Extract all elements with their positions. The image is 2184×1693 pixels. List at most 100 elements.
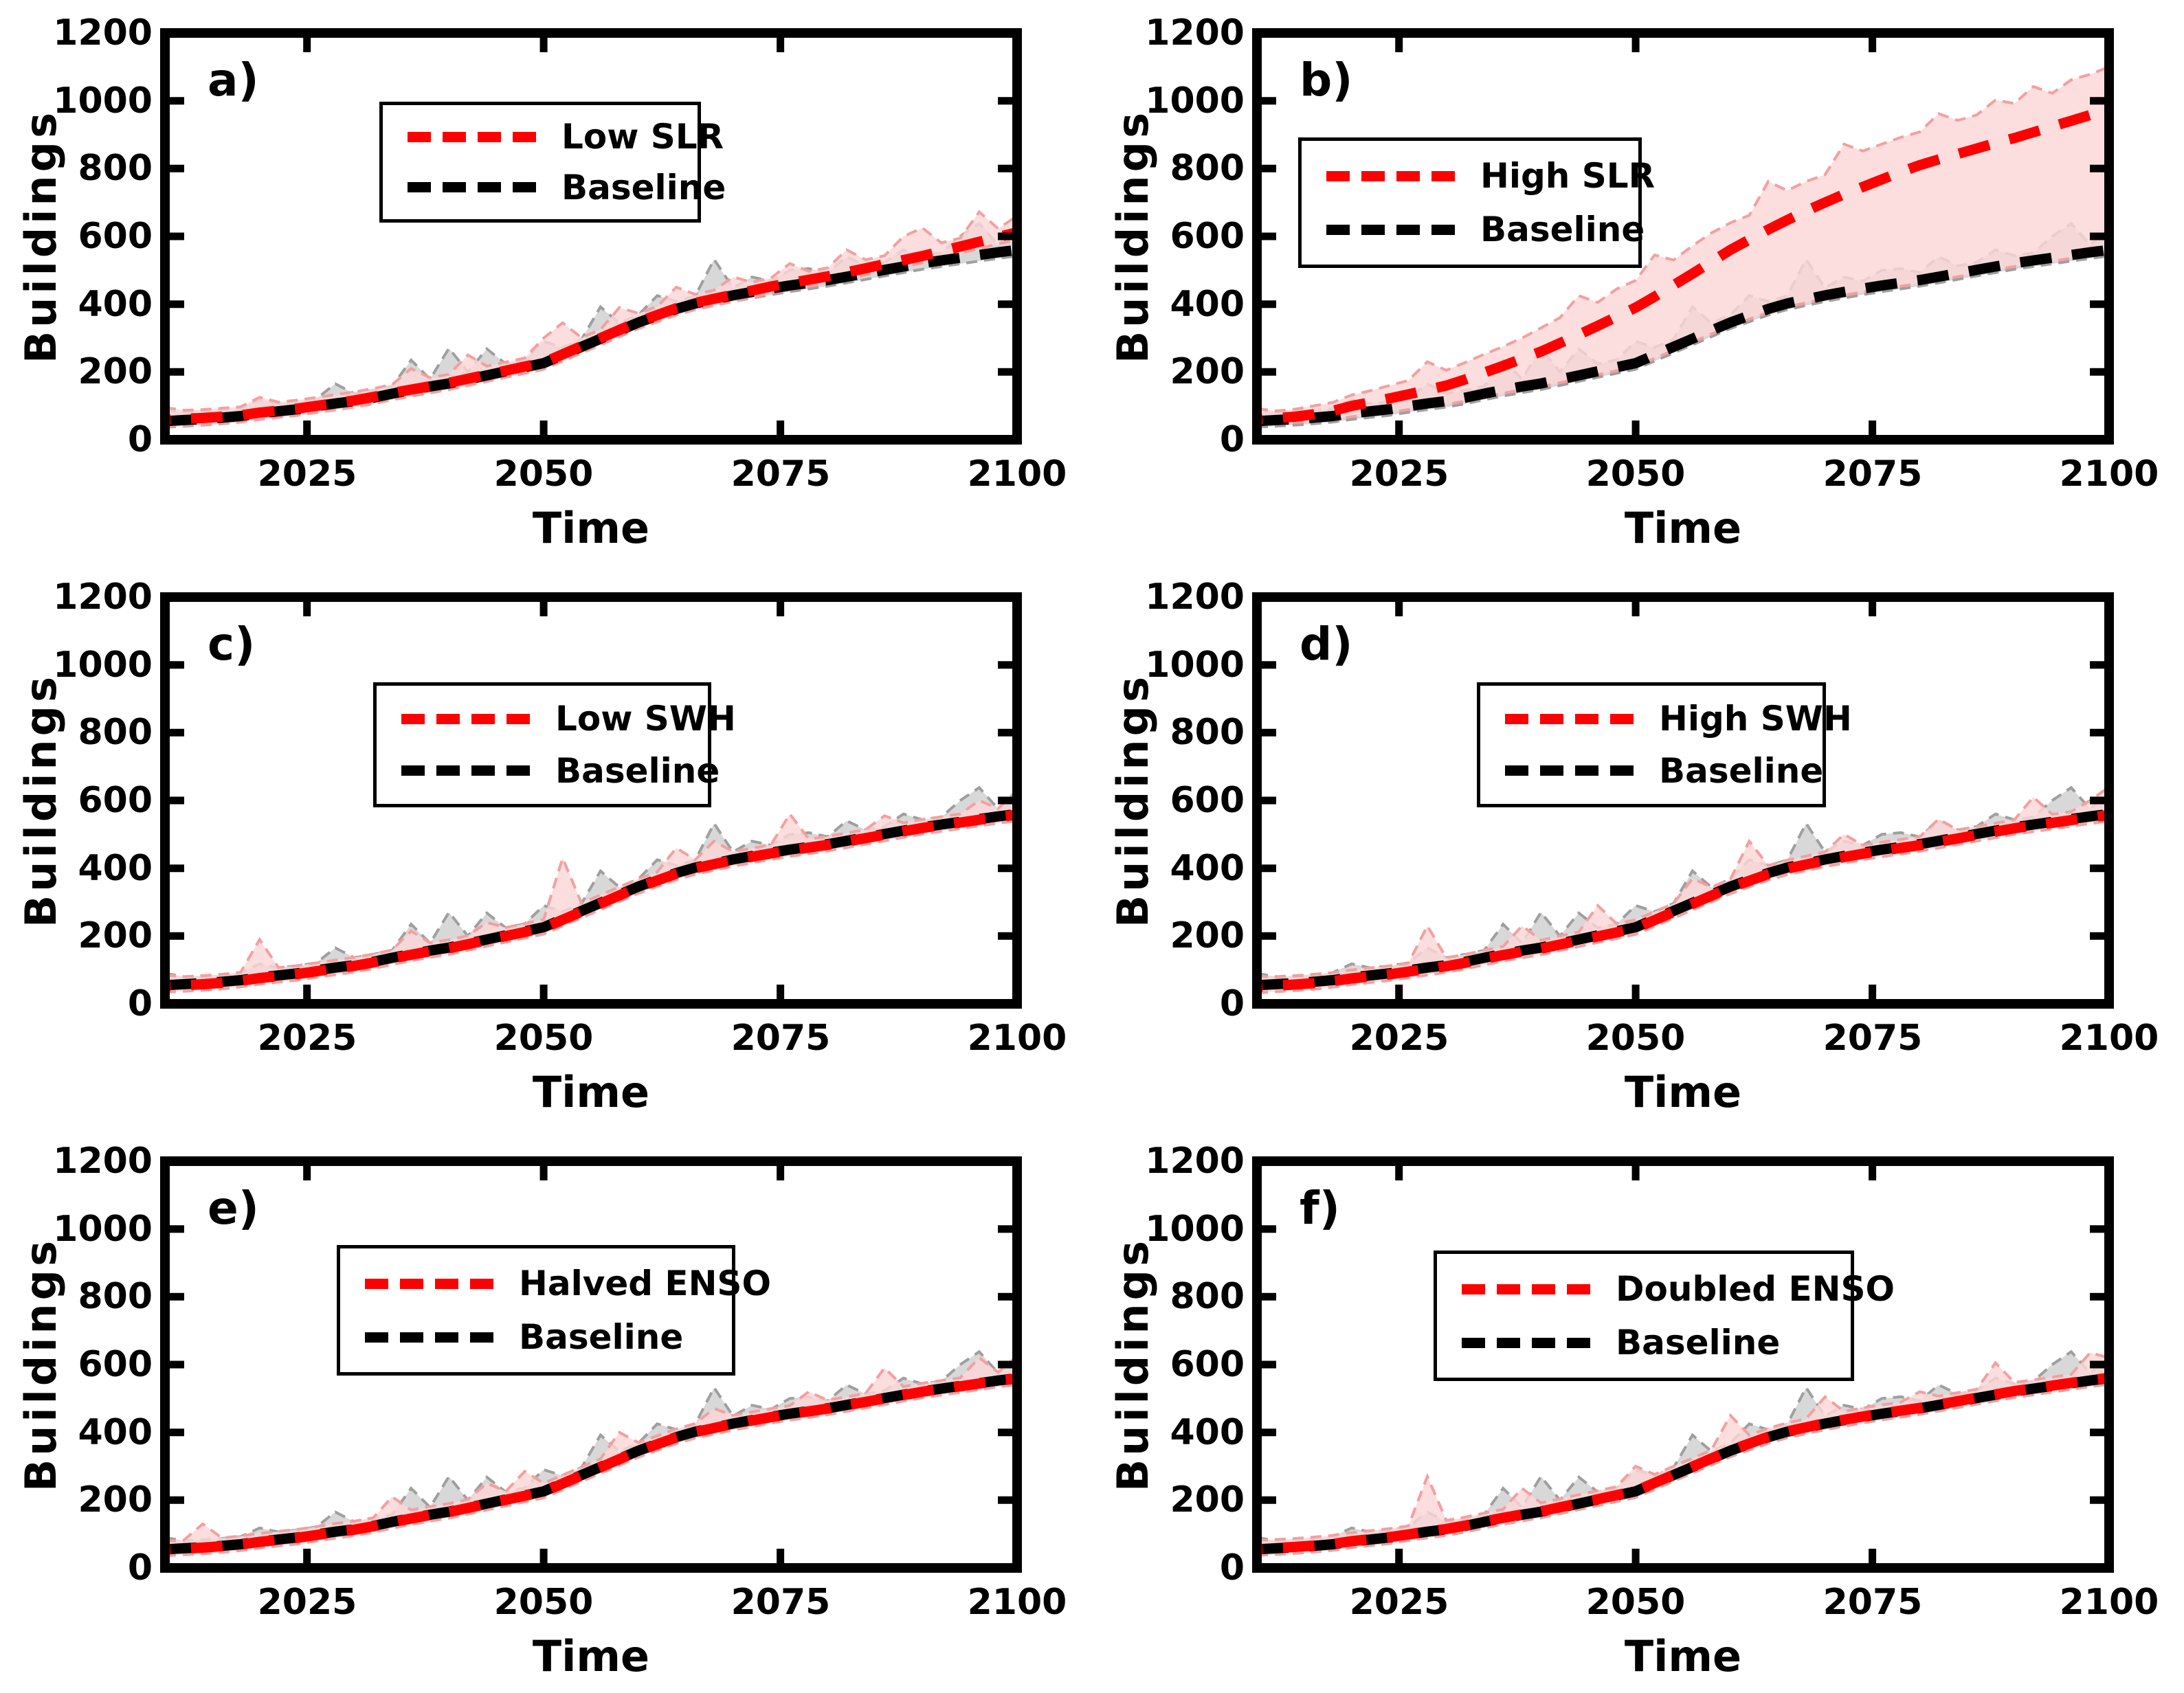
x-tick-label: 2025 [1349,1018,1449,1059]
y-tick-label: 600 [78,780,153,821]
y-tick-label: 400 [78,848,153,889]
band-edge-scenario-upper [164,210,1018,412]
legend-label-baseline: Baseline [555,750,720,791]
panel-a-plot [160,28,1022,445]
legend: Doubled ENSO Baseline [1434,1251,1895,1381]
panel-letter: c) [208,618,256,671]
x-axis-label: Time [1624,1631,1742,1681]
x-tick-label: 2050 [493,1018,594,1059]
y-tick-label: 1000 [1145,644,1245,686]
legend: High SWH Baseline [1477,682,1852,807]
x-tick-label: 2100 [2059,453,2159,495]
baseline-line [1256,809,2110,991]
x-tick-label: 2025 [257,1582,357,1623]
panel-b-plot [1252,28,2114,445]
band-edge-scenario-lower [164,1383,1018,1558]
x-tick-label: 2075 [731,1018,831,1059]
x-axis-label: Time [1624,1067,1742,1117]
legend-label-scenario: Low SLR [561,117,724,157]
tick-marks [165,29,1021,444]
axis-box [1252,28,2114,445]
panel-e: e) Buildings Time 0 200 400 600 800 1000… [0,1128,1092,1692]
panel-d-plot [1252,592,2114,1009]
band-edge-scenario-lower [1256,1382,2110,1557]
legend-label-scenario: Halved ENSO [519,1264,771,1303]
x-tick-label: 2025 [1349,1582,1449,1623]
uncertainty-band-scenario [165,790,1017,993]
uncertainty-band-scenario [1257,67,2109,425]
x-axis-label: Time [532,1631,650,1681]
y-tick-label: 0 [127,983,153,1024]
y-tick-label: 0 [127,1547,153,1589]
y-tick-label: 1200 [53,12,153,54]
legend-label-baseline: Baseline [519,1317,684,1357]
band-edge-baseline-upper [164,785,1018,978]
legend-line-scenario [1505,713,1642,724]
axis-box [160,1156,1022,1573]
scenario-line [1256,104,2111,425]
x-tick-label: 2050 [493,453,594,495]
x-tick-label: 2100 [2059,1018,2159,1059]
legend-line-baseline [1326,224,1464,235]
panel-letter: e) [208,1182,259,1235]
y-tick-label: 200 [78,915,153,956]
y-tick-label: 1000 [1145,80,1245,122]
y-tick-label: 0 [1219,983,1245,1024]
y-tick-label: 600 [78,216,153,257]
legend-label-baseline: Baseline [1659,750,1824,791]
y-tick-label: 800 [1170,1276,1245,1317]
panel-d: d) Buildings Time 0 200 400 600 800 1000… [1092,564,2184,1128]
legend-line-scenario [408,131,545,142]
scenario-line [1256,809,2110,992]
legend-line-baseline [365,1332,502,1343]
x-tick-label: 2025 [257,453,357,495]
baseline-line [164,245,1018,427]
axis-box [1252,1156,2114,1573]
x-tick-label: 2100 [967,1018,1067,1059]
legend-line-scenario [1462,1283,1599,1294]
y-tick-label: 0 [1219,419,1245,460]
band-edge-scenario-upper [164,1355,1018,1543]
panel-f: f) Buildings Time 0 200 400 600 800 1000… [1092,1128,2184,1692]
y-tick-label: 200 [78,1479,153,1521]
legend-label-scenario: High SLR [1480,156,1656,196]
panel-c-plot [160,592,1022,1009]
legend-line-scenario [1326,170,1464,181]
legend-line-baseline [408,182,545,193]
legend-label-scenario: Doubled ENSO [1616,1269,1895,1309]
x-tick-label: 2100 [967,453,1067,495]
uncertainty-band-scenario [165,1356,1017,1556]
scenario-line [164,1373,1018,1555]
y-tick-label: 0 [1219,1547,1245,1589]
axis-box [1252,592,2114,1009]
y-tick-label: 800 [78,1276,153,1317]
axis-box [160,592,1022,1009]
legend: Low SWH Baseline [373,682,736,807]
y-tick-label: 1200 [53,576,153,618]
y-tick-label: 1200 [1145,1141,1245,1182]
band-edge-scenario-upper [1256,1351,2110,1542]
y-tick-label: 1000 [53,80,153,122]
scenario-line [164,227,1018,425]
y-tick-label: 400 [1170,848,1245,889]
x-tick-label: 2075 [731,453,831,495]
y-tick-label: 600 [1170,216,1245,257]
x-tick-label: 2075 [1823,1582,1923,1623]
legend-line-scenario [401,713,539,724]
legend-label-baseline: Baseline [1480,210,1645,249]
band-edge-scenario-upper [1256,65,2110,413]
uncertainty-band-scenario [165,212,1017,427]
y-tick-label: 1200 [1145,12,1245,54]
legend-line-baseline [1505,765,1642,776]
x-tick-label: 2100 [967,1582,1067,1623]
x-axis-label: Time [532,503,650,553]
panel-letter: b) [1300,54,1353,106]
y-tick-label: 800 [78,148,153,189]
x-tick-label: 2025 [257,1018,357,1059]
x-tick-label: 2075 [1823,1018,1923,1059]
legend-label-baseline: Baseline [561,167,726,208]
axis-box [160,28,1022,445]
y-tick-label: 400 [78,1412,153,1453]
panel-letter: a) [208,54,259,106]
